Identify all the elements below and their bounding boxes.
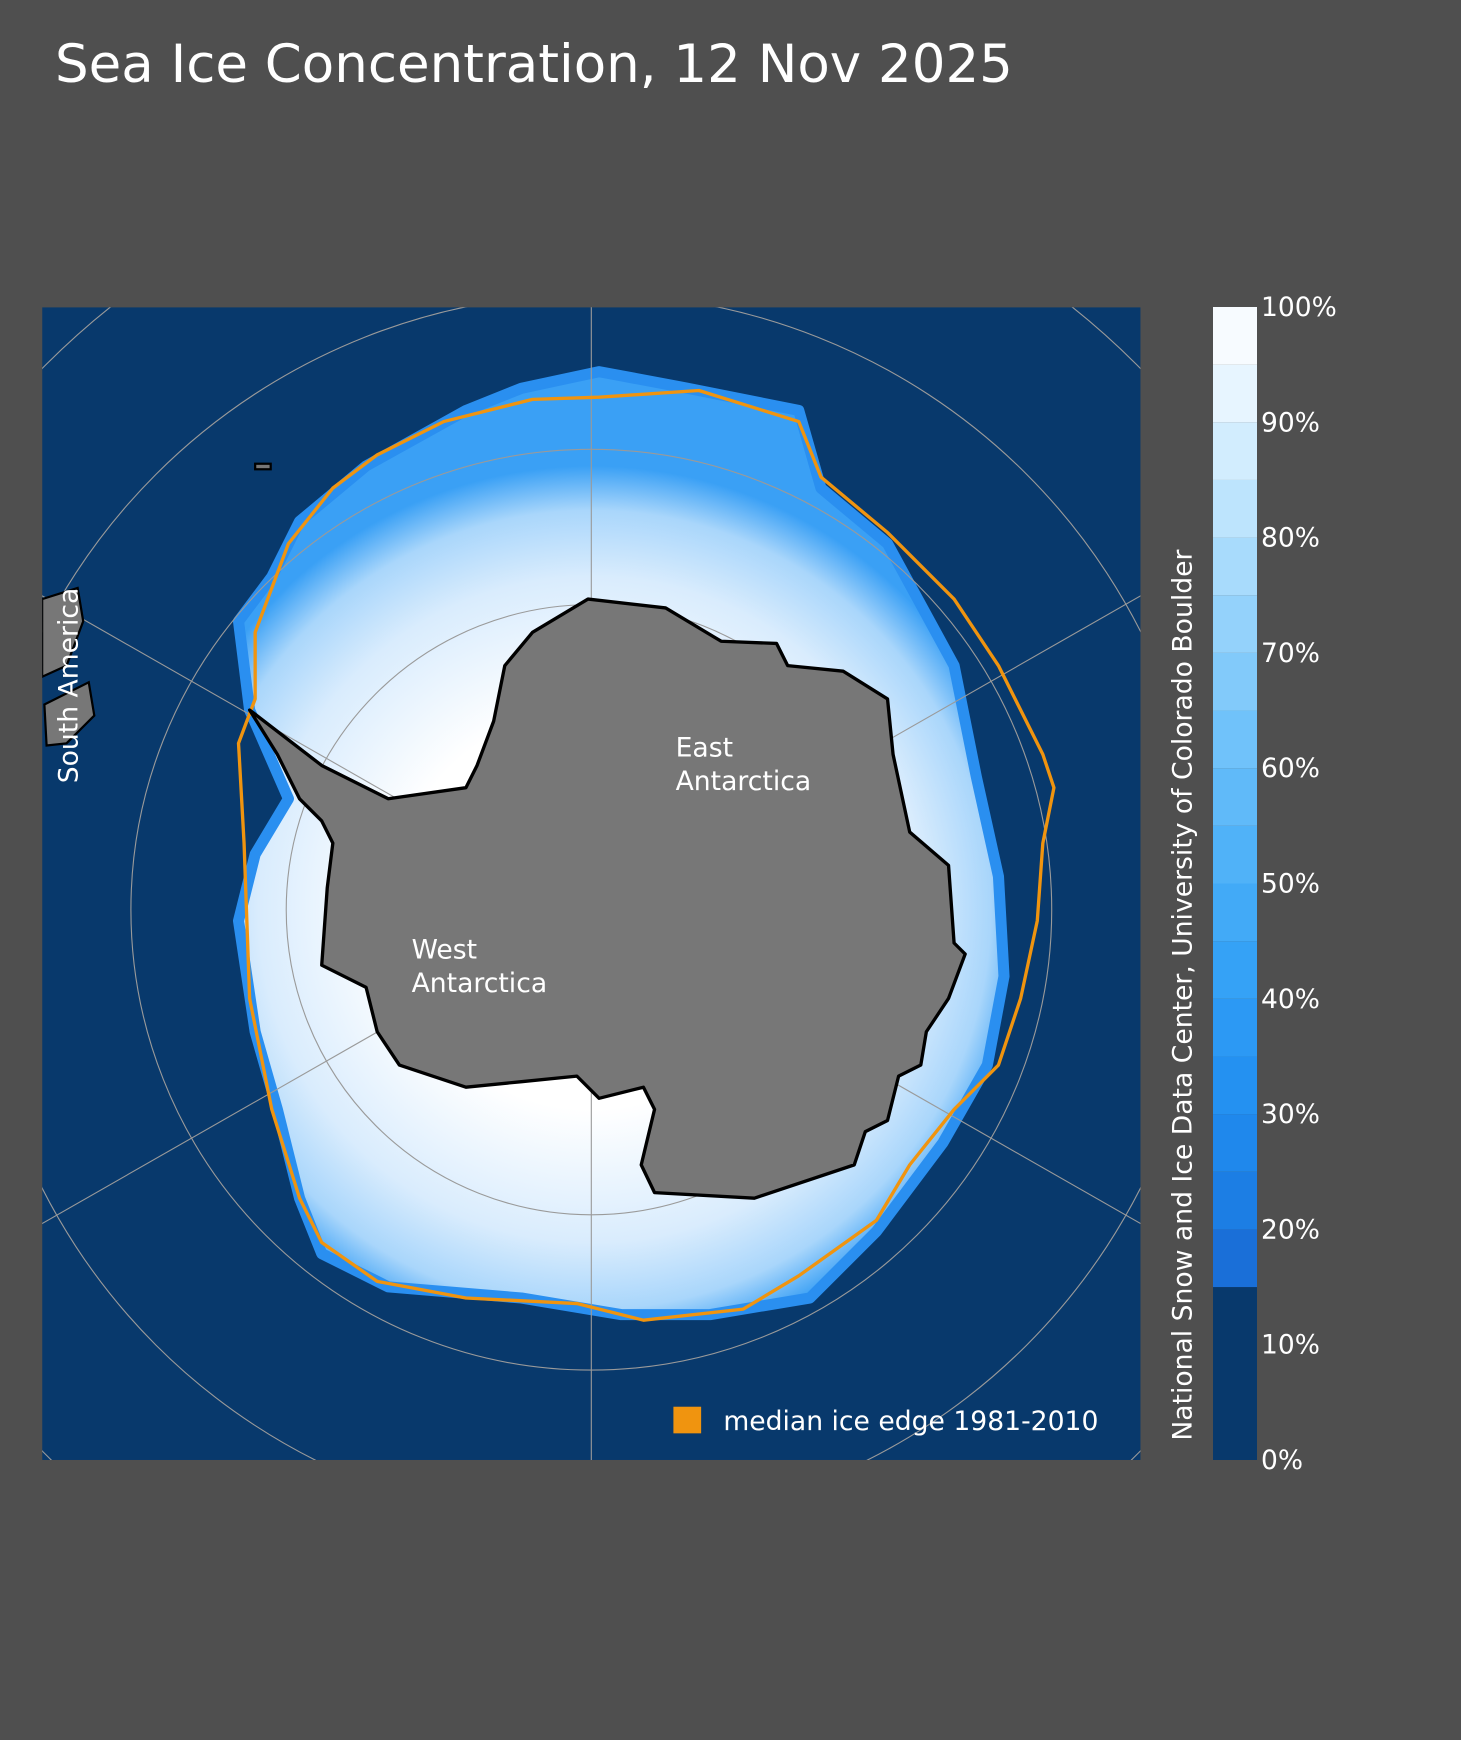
colorbar-band [1213,1287,1257,1460]
colorbar-band [1213,595,1257,653]
colorbar-band [1213,825,1257,884]
colorbar-band [1213,710,1257,769]
map: South America East Antarctica West Antar… [42,307,1198,1460]
antarctica [247,597,967,1200]
colorbar-band [1213,941,1257,999]
title: Sea Ice Concentration, 12 Nov 2025 [55,34,1013,95]
colorbar-band [1213,479,1257,538]
colorbar-band [1213,422,1257,480]
colorbar-band [1213,307,1257,365]
colorbar-band [1213,768,1257,826]
median-ice-edge [236,388,1056,1322]
colorbar-band [1213,1056,1257,1115]
west-antarctica-label: Antarctica [412,968,548,999]
credit: National Snow and Ice Data Center, Unive… [1167,550,1198,1441]
colorbar-band [1213,537,1257,596]
west-antarctica-label: West [412,935,477,966]
colorbar-band [1213,652,1257,711]
colorbar-band [1213,364,1257,423]
colorbar-tick-label: 90% [1261,407,1320,438]
south-america-land [42,462,272,747]
east-antarctica-label: East [676,733,733,764]
colorbar-tick-label: 20% [1261,1214,1320,1245]
colorbar-tick-label: 0% [1261,1445,1303,1476]
colorbar-tick-label: 40% [1261,984,1320,1015]
colorbar-tick-label: 10% [1261,1330,1320,1361]
south-america-label: South America [54,588,85,784]
colorbar-tick-label: 100% [1261,292,1337,323]
colorbar-tick-label: 50% [1261,869,1320,900]
colorbar-band [1213,1229,1257,1288]
east-antarctica-label: Antarctica [676,766,812,797]
colorbar-band [1213,1114,1257,1172]
colorbar-tick-label: 60% [1261,753,1320,784]
colorbar-tick-label: 80% [1261,523,1320,554]
colorbar-tick-label: 70% [1261,638,1320,669]
legend-label: median ice edge 1981-2010 [723,1406,1098,1437]
colorbar-tick-label: 30% [1261,1099,1320,1130]
colorbar-band [1213,883,1257,942]
colorbar-band [1213,998,1257,1057]
colorbar: 0% 10% 20% 30% 40% 50% 60% 70% 80% 90% 100% [1213,292,1337,1476]
legend-swatch [673,1406,702,1434]
colorbar-band [1213,1171,1257,1230]
